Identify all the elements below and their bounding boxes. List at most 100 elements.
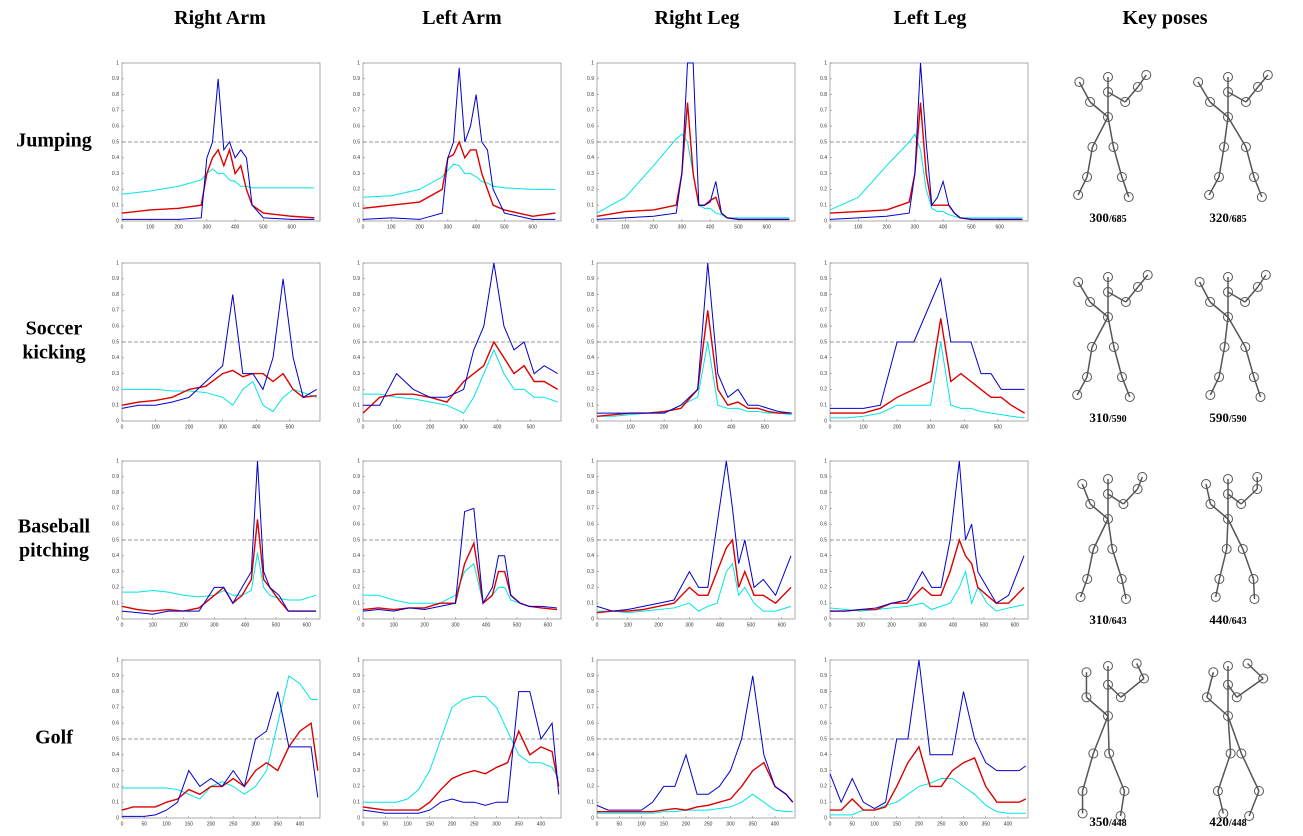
x-tick-label: 300 xyxy=(678,224,687,230)
joint xyxy=(1214,574,1225,584)
x-tick-label: 200 xyxy=(649,224,658,230)
x-tick-label: 500 xyxy=(747,622,756,628)
row-label: kicking xyxy=(22,342,85,364)
y-tick-label: 0.2 xyxy=(112,187,119,193)
y-tick-label: 0.6 xyxy=(353,124,360,130)
bone xyxy=(1089,301,1109,318)
y-tick-label: 0 xyxy=(824,218,827,224)
series-line xyxy=(362,67,556,220)
x-tick-label: 0 xyxy=(121,424,124,430)
y-tick-label: 0.6 xyxy=(112,324,119,330)
series-line xyxy=(597,761,794,813)
y-tick-label: 0.7 xyxy=(112,705,119,711)
joint xyxy=(1088,748,1099,759)
joint xyxy=(1115,811,1126,821)
y-tick-label: 0.9 xyxy=(353,474,360,480)
joint xyxy=(1107,544,1118,554)
y-tick-label: 0.8 xyxy=(112,92,119,98)
y-tick-label: 0.6 xyxy=(820,522,827,528)
y-tick-label: 0.6 xyxy=(820,324,827,330)
x-tick-label: 300 xyxy=(219,424,228,430)
series-line xyxy=(121,147,315,219)
y-tick-label: 0 xyxy=(824,418,827,424)
joint xyxy=(1103,312,1113,322)
skeleton xyxy=(1194,270,1271,402)
key-pose-label: 320/685 xyxy=(1209,210,1246,225)
bone xyxy=(1208,176,1220,196)
y-tick-label: 1 xyxy=(824,260,827,266)
series-line xyxy=(597,341,792,417)
y-tick-label: 0.9 xyxy=(112,673,119,679)
bone xyxy=(1111,548,1123,580)
y-tick-label: 0.8 xyxy=(353,490,360,496)
series-line xyxy=(362,729,560,811)
y-tick-label: 0.7 xyxy=(820,308,827,314)
y-tick-label: 0.1 xyxy=(587,203,594,209)
joint xyxy=(1103,287,1113,297)
skeleton xyxy=(1201,658,1269,821)
x-tick-label: 100 xyxy=(626,424,635,430)
y-tick-label: 0.4 xyxy=(587,553,594,559)
x-tick-label: 250 xyxy=(704,821,713,827)
y-tick-label: 0.2 xyxy=(820,187,827,193)
x-tick-label: 400 xyxy=(472,224,481,230)
bone xyxy=(1137,274,1149,288)
y-tick-label: 0.4 xyxy=(820,752,827,758)
x-tick-label: 150 xyxy=(426,821,435,827)
joint xyxy=(1103,489,1113,499)
joint xyxy=(1121,594,1132,604)
bone xyxy=(1217,753,1232,792)
joint xyxy=(1223,474,1233,484)
y-tick-label: 0.7 xyxy=(587,506,594,512)
y-tick-label: 0.9 xyxy=(353,673,360,679)
x-tick-label: 250 xyxy=(470,821,479,827)
x-tick-label: 100 xyxy=(857,622,866,628)
bone xyxy=(1227,116,1247,148)
series-line xyxy=(829,659,1027,810)
y-tick-label: 0.1 xyxy=(112,203,119,209)
row-label: Golf xyxy=(35,727,73,749)
joint xyxy=(1085,97,1096,107)
y-tick-label: 0.6 xyxy=(820,124,827,130)
y-tick-label: 0.9 xyxy=(353,276,360,282)
x-tick-label: 0 xyxy=(829,622,832,628)
x-tick-label: 100 xyxy=(149,622,158,628)
x-tick-label: 100 xyxy=(859,424,868,430)
joint xyxy=(1124,392,1135,402)
bone xyxy=(1245,146,1255,178)
y-tick-label: 0.2 xyxy=(587,784,594,790)
x-tick-label: 300 xyxy=(444,224,453,230)
x-tick-label: 0 xyxy=(596,622,599,628)
y-tick-label: 0.4 xyxy=(112,553,119,559)
y-tick-label: 0.9 xyxy=(820,474,827,480)
y-tick-label: 0.6 xyxy=(587,721,594,727)
joint xyxy=(1253,786,1264,796)
y-tick-label: 0 xyxy=(591,616,594,622)
joint xyxy=(1137,472,1148,482)
y-tick-label: 0.2 xyxy=(587,187,594,193)
y-tick-label: 0.1 xyxy=(587,800,594,806)
joint xyxy=(1249,594,1260,604)
joint xyxy=(1082,172,1093,182)
joint xyxy=(1240,97,1251,107)
y-tick-label: 0 xyxy=(591,815,594,821)
key-pose-label: 590/590 xyxy=(1209,410,1246,425)
joint xyxy=(1208,667,1219,678)
y-tick-label: 0.8 xyxy=(587,292,594,298)
joint xyxy=(1131,658,1142,669)
x-tick-label: 200 xyxy=(179,622,188,628)
bone xyxy=(1242,548,1255,580)
x-tick-label: 300 xyxy=(685,622,694,628)
y-tick-label: 1 xyxy=(116,60,119,66)
joint xyxy=(1223,489,1233,499)
key-pose-total: /590 xyxy=(1108,414,1127,425)
x-tick-label: 200 xyxy=(207,821,216,827)
y-tick-label: 0.5 xyxy=(112,339,119,345)
x-tick-label: 300 xyxy=(210,622,219,628)
x-tick-label: 0 xyxy=(362,224,365,230)
series-line xyxy=(362,163,556,198)
joint xyxy=(1082,574,1093,584)
bone xyxy=(1108,753,1126,792)
series-line xyxy=(121,168,315,195)
bone xyxy=(1136,663,1145,679)
